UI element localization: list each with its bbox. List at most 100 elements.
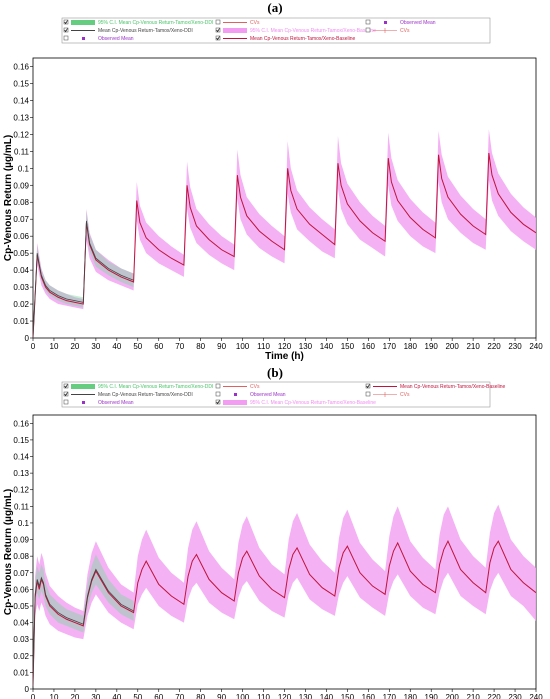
legend-item[interactable]: Mean Cp-Venous Return-Tamox/Xeno-Baselin… (365, 383, 506, 390)
y-tick-label: 0.14 (13, 453, 29, 462)
y-axis-label: Cp-Venous Return (µg/mL) (3, 489, 14, 615)
legend-item[interactable]: 95% C.I. Mean Cp-Venous Return-Tamox/Xen… (215, 27, 376, 34)
x-tick-label: 90 (217, 693, 226, 699)
x-tick-label: 210 (466, 693, 480, 699)
checkmark-icon (366, 384, 370, 389)
legend-checkbox[interactable] (63, 399, 69, 405)
y-tick-label: 0.03 (13, 283, 29, 292)
y-tick-label: 0 (25, 334, 30, 343)
legend-checkbox[interactable] (63, 383, 69, 389)
x-tick-label: 80 (196, 342, 205, 351)
x-tick-label: 240 (529, 693, 543, 699)
panel-a-label: (a) (267, 0, 282, 15)
x-tick-label: 190 (425, 342, 439, 351)
x-tick-label: 140 (320, 342, 334, 351)
x-tick-label: 50 (133, 693, 142, 699)
x-tick-label: 70 (175, 693, 184, 699)
x-tick-label: 100 (236, 693, 250, 699)
x-tick-label: 170 (383, 342, 397, 351)
legend-item[interactable]: Mean Cp-Venous Return-Tamox/Xeno-Baselin… (215, 35, 356, 42)
y-axis-label: Cp-Venous Return (µg/mL) (3, 135, 14, 261)
legend-item[interactable]: 95% C.I. Mean Cp-Venous Return-Tamox/Xen… (63, 383, 213, 390)
legend-item[interactable]: Observed Mean (63, 399, 134, 406)
y-tick-label: 0.16 (13, 62, 29, 71)
y-tick-label: 0.04 (13, 619, 29, 628)
legend-checkbox[interactable] (63, 19, 69, 25)
legend-checkbox[interactable] (365, 383, 371, 389)
x-axis-label: Time (h) (265, 351, 304, 362)
legend-label: 95% C.I. Mean Cp-Venous Return-Tamox/Xen… (98, 384, 213, 390)
y-tick-label: 0.12 (13, 130, 29, 139)
legend-label: 95% C.I. Mean Cp-Venous Return-Tamox/Xen… (98, 20, 213, 26)
legend-checkbox[interactable] (215, 391, 221, 397)
y-tick-label: 0.03 (13, 635, 29, 644)
y-tick-label: 0.09 (13, 536, 29, 545)
legend-swatch-marker (234, 393, 237, 396)
legend-label: Mean Cp-Venous Return-Tamox/Xeno-Baselin… (400, 384, 506, 390)
legend-checkbox[interactable] (63, 391, 69, 397)
legend-checkbox[interactable] (365, 19, 371, 25)
x-tick-label: 40 (112, 342, 121, 351)
legend-box (61, 381, 491, 408)
y-tick-label: 0.01 (13, 317, 29, 326)
legend-item[interactable]: Mean Cp-Venous Return-Tamox/Xeno-DDI (63, 391, 193, 398)
series-ci-band (33, 554, 134, 688)
legend-item[interactable]: CVs (215, 383, 260, 390)
legend-swatch-band (223, 28, 247, 33)
legend-item[interactable]: Observed Mean (365, 19, 436, 26)
checkmark-icon (64, 384, 68, 389)
legend-swatch-marker (82, 37, 85, 40)
legend-item[interactable]: CVs (365, 27, 410, 34)
legend-label: CVs (250, 384, 260, 390)
legend-item[interactable]: 95% C.I. Mean Cp-Venous Return-Tamox/Xen… (215, 399, 376, 406)
legend-item[interactable]: 95% C.I. Mean Cp-Venous Return-Tamox/Xen… (63, 19, 213, 26)
legend-checkbox[interactable] (215, 383, 221, 389)
legend-item[interactable]: CVs (365, 391, 410, 398)
legend-swatch-band (71, 384, 95, 389)
series (33, 554, 134, 688)
y-tick-label: 0.08 (13, 198, 29, 207)
x-tick-label: 130 (299, 342, 313, 351)
x-tick-label: 80 (196, 693, 205, 699)
legend-checkbox[interactable] (63, 35, 69, 41)
legend-item[interactable]: CVs (215, 19, 260, 26)
legend-checkbox[interactable] (63, 27, 69, 33)
checkmark-icon (216, 28, 220, 33)
y-tick-label: 0.14 (13, 96, 29, 105)
x-tick-label: 130 (299, 693, 313, 699)
x-tick-label: 0 (31, 342, 36, 351)
x-tick-label: 60 (154, 342, 163, 351)
legend-item[interactable]: Observed Mean (215, 391, 286, 398)
y-tick-label: 0.05 (13, 249, 29, 258)
legend-checkbox[interactable] (365, 27, 371, 33)
x-tick-label: 200 (445, 693, 459, 699)
x-tick-label: 220 (487, 693, 501, 699)
x-tick-label: 20 (70, 693, 79, 699)
checkmark-icon (216, 36, 220, 41)
x-tick-label: 30 (91, 342, 100, 351)
legend-checkbox[interactable] (215, 35, 221, 41)
y-tick-label: 0.13 (13, 113, 29, 122)
legend: 95% C.I. Mean Cp-Venous Return-Tamox/Xen… (61, 17, 491, 44)
x-tick-label: 120 (278, 342, 292, 351)
x-tick-label: 230 (508, 342, 522, 351)
legend-item[interactable]: Mean Cp-Venous Return-Tamox/Xeno-DDI (63, 27, 193, 34)
x-tick-label: 200 (445, 342, 459, 351)
legend-checkbox[interactable] (215, 27, 221, 33)
legend-swatch-band (223, 400, 247, 405)
x-tick-label: 230 (508, 693, 522, 699)
x-tick-label: 70 (175, 342, 184, 351)
legend-swatch-marker (384, 21, 387, 24)
y-tick-label: 0.09 (13, 181, 29, 190)
legend-checkbox[interactable] (215, 399, 221, 405)
y-tick-label: 0.06 (13, 585, 29, 594)
checkmark-icon (216, 400, 220, 405)
x-tick-label: 160 (362, 342, 376, 351)
y-tick-label: 0.1 (18, 164, 30, 173)
y-tick-label: 0.1 (18, 519, 30, 528)
legend-checkbox[interactable] (365, 391, 371, 397)
legend-checkbox[interactable] (215, 19, 221, 25)
series-mean-line (32, 152, 537, 339)
legend-item[interactable]: Observed Mean (63, 35, 134, 42)
y-tick-label: 0.15 (13, 79, 29, 88)
